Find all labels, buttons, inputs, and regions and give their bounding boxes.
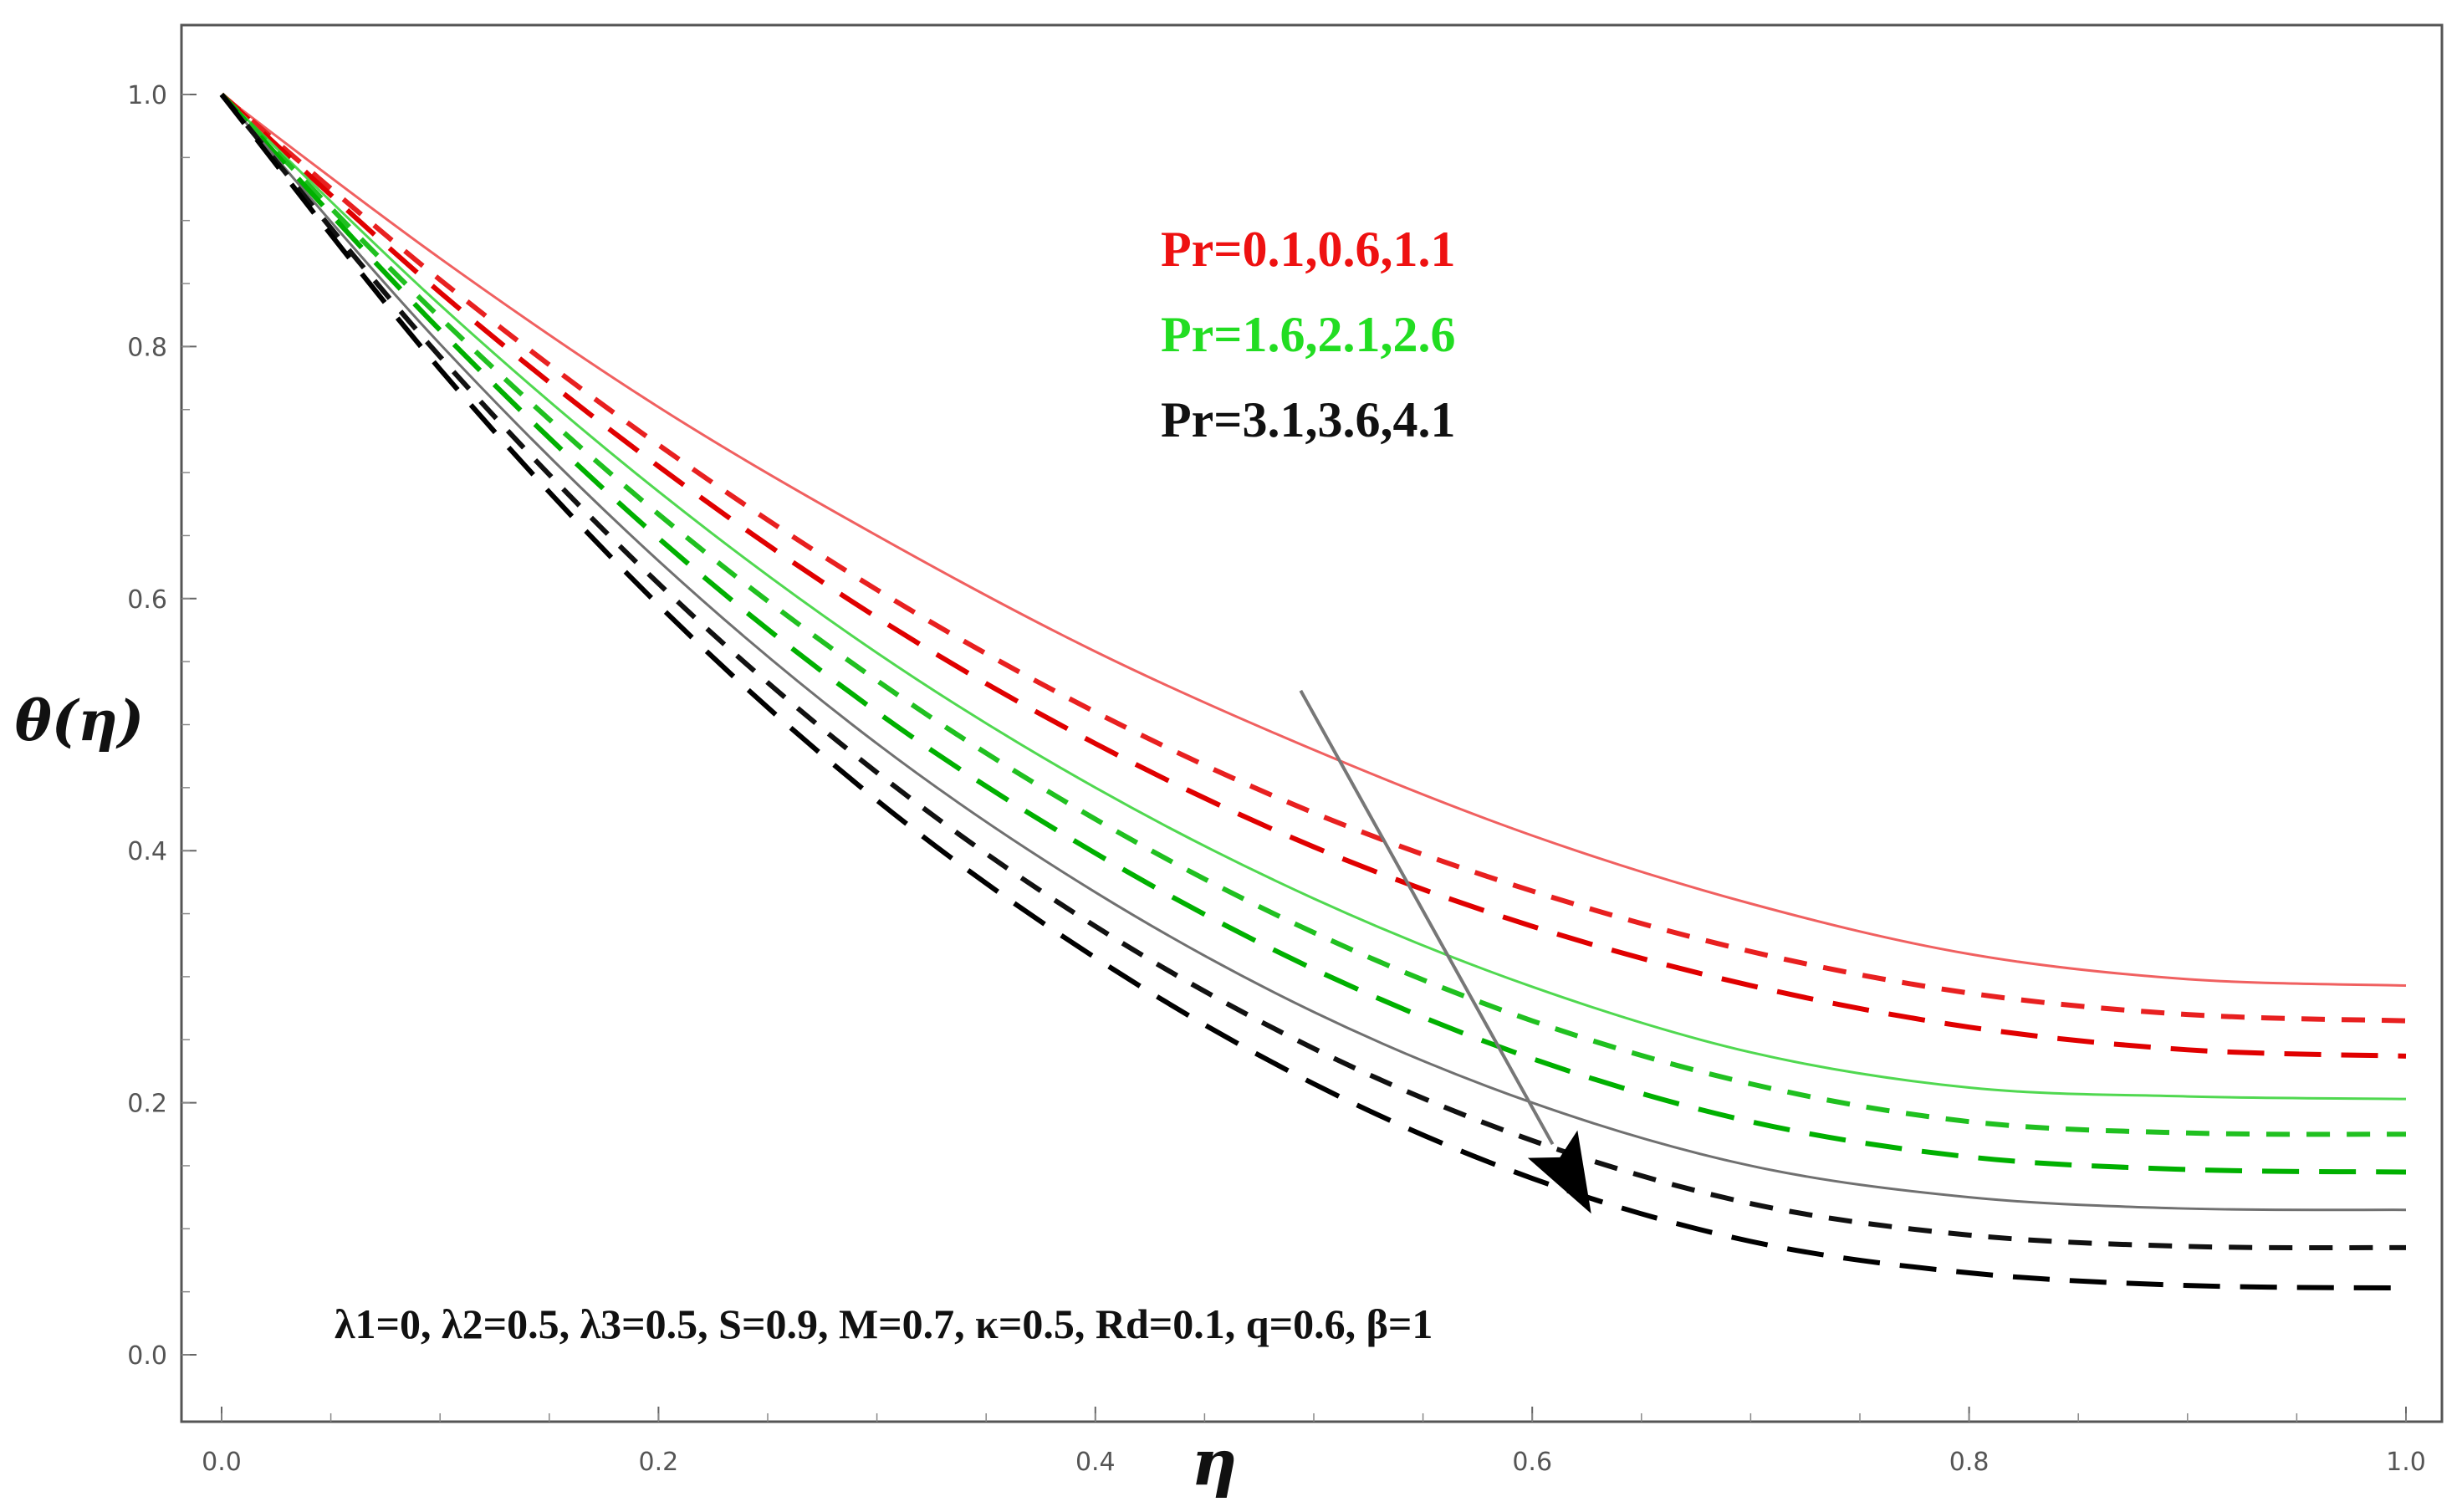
legend-entry-black: Pr=3.1,3.6,4.1	[1161, 392, 1455, 447]
y-tick-label: 0.0	[127, 1341, 167, 1371]
plot-frame	[180, 23, 2444, 1423]
series-line-7	[220, 94, 2407, 1212]
trend-arrow-head	[1527, 1130, 1591, 1214]
series-line-3	[219, 92, 2407, 1059]
y-axis: 0.0 0.2 0.4 0.6 0.8 1.0	[127, 81, 197, 1371]
legend: Pr=0.1,0.6,1.1 Pr=1.6,2.1,2.6 Pr=3.1,3.6…	[1161, 222, 1455, 447]
series-line-8	[219, 93, 2407, 1251]
x-tick-label: 0.6	[1512, 1448, 1552, 1477]
x-axis: 0.0 0.2 0.4 0.6 0.8 1.0	[202, 1407, 2426, 1477]
x-tick-label: 0.2	[639, 1448, 679, 1477]
x-tick-label: 1.0	[2386, 1448, 2426, 1477]
y-tick-label: 0.6	[127, 585, 167, 615]
y-tick-label: 1.0	[127, 81, 167, 110]
trend-arrow-shaft	[1299, 689, 1555, 1146]
x-tick-label: 0.8	[1949, 1448, 1990, 1477]
series-line-2	[220, 92, 2407, 1024]
series-line-9	[219, 93, 2407, 1291]
legend-entry-green: Pr=1.6,2.1,2.6	[1161, 307, 1455, 362]
series-line-5	[219, 92, 2407, 1137]
x-axis-title: η	[1191, 1425, 1237, 1499]
legend-entry-red: Pr=0.1,0.6,1.1	[1161, 222, 1455, 277]
parameter-annotation: λ1=0, λ2=0.5, λ3=0.5, S=0.9, M=0.7, κ=0.…	[335, 1300, 1433, 1347]
trend-arrow	[1299, 689, 1591, 1214]
x-tick-label: 0.4	[1075, 1448, 1116, 1477]
y-tick-label: 0.4	[127, 837, 167, 866]
y-axis-title: θ(η)	[15, 688, 144, 753]
y-tick-label: 0.8	[127, 333, 167, 362]
series-lines	[219, 92, 2407, 1291]
x-tick-label: 0.0	[202, 1448, 242, 1477]
y-tick-label: 0.2	[127, 1090, 167, 1119]
series-line-4	[220, 93, 2407, 1101]
series-line-1	[221, 93, 2407, 987]
series-line-6	[219, 92, 2407, 1175]
